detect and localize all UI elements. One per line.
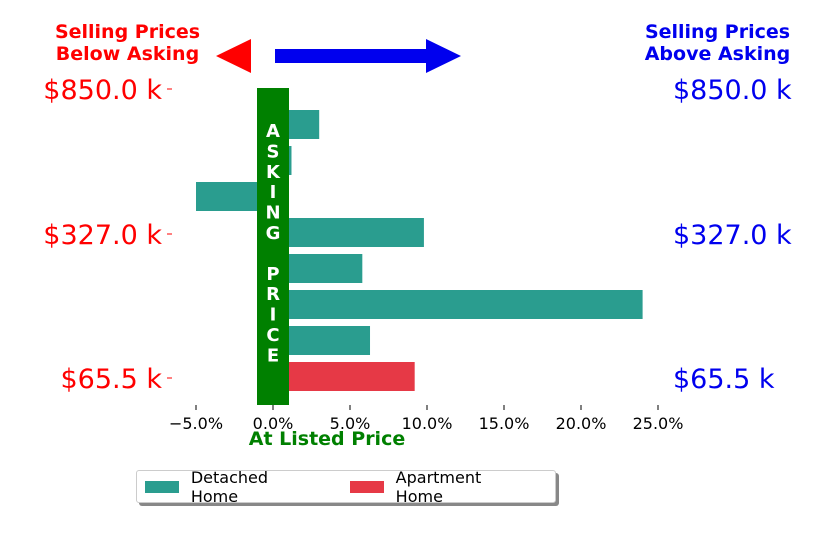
legend-label-apartment: Apartment Home: [395, 467, 482, 506]
legend-item-apartment: Apartment Home: [349, 467, 533, 506]
y-tick-right-2: $65.5 k: [673, 364, 775, 395]
y-tick-left-2: $65.5 k: [60, 364, 162, 395]
below-asking-label: Selling Prices Below Asking: [54, 21, 201, 65]
bar-detached-5: [273, 290, 643, 319]
right-arrow-icon: [275, 39, 461, 73]
legend-item-detached: Detached Home: [145, 468, 320, 506]
y-tick-right-0: $850.0 k: [673, 75, 792, 106]
asking-price-band: [257, 88, 289, 405]
x-axis-label: At Listed Price: [249, 428, 405, 450]
x-tick-0: −5.0%: [169, 414, 223, 433]
y-tick-left-1: $327.0 k: [43, 220, 162, 251]
bar-detached-6: [273, 326, 371, 355]
legend: Detached Home Apartment Home: [136, 467, 556, 506]
above-asking-label: Selling Prices Above Asking: [644, 21, 791, 65]
left-arrow-icon: [216, 39, 251, 73]
x-tick-2: 5.0%: [330, 414, 371, 433]
legend-swatch-detached: [145, 480, 179, 493]
y-tick-left-0: $850.0 k: [43, 75, 162, 106]
x-tick-4: 15.0%: [479, 414, 530, 433]
legend-label-detached: Detached Home: [190, 467, 269, 506]
x-tick-3: 10.0%: [402, 414, 453, 433]
y-tick-right-1: $327.0 k: [673, 220, 792, 251]
x-tick-5: 20.0%: [556, 414, 607, 433]
x-tick-6: 25.0%: [633, 414, 684, 433]
legend-swatch-apartment: [349, 480, 384, 493]
x-tick-1: 0.0%: [253, 414, 294, 433]
bar-apartment-7: [273, 362, 415, 391]
bar-detached-3: [273, 218, 424, 247]
